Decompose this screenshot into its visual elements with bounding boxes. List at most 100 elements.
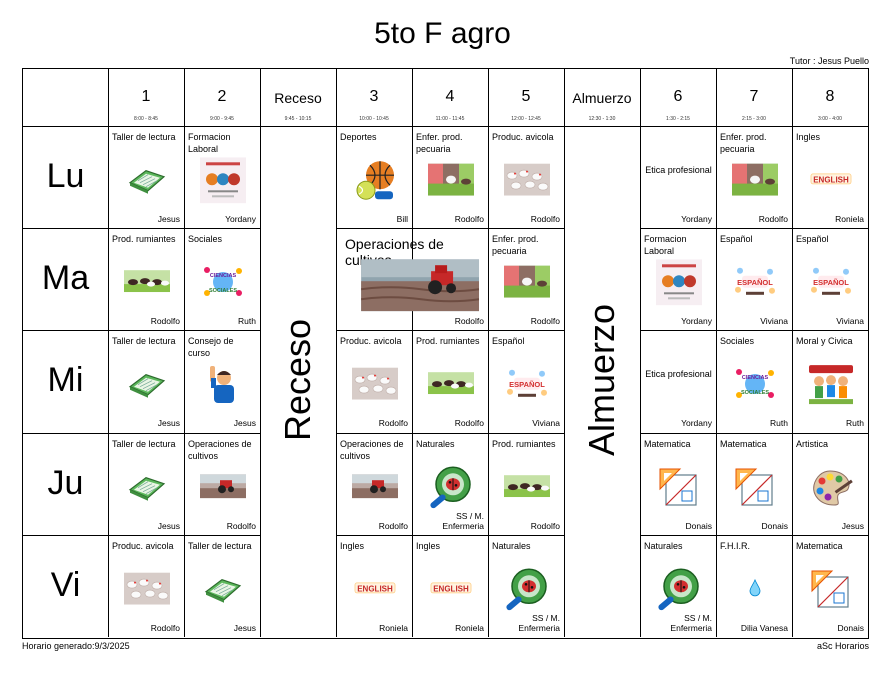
lesson-teacher: Rodolfo xyxy=(378,521,408,531)
lesson-ju-p1[interactable]: Taller de lectura Jesus xyxy=(109,434,184,535)
lesson-mi-p7[interactable]: Sociales CIENCIAS SOCIALES Ruth xyxy=(717,331,792,432)
column-header-almuerzo: Almuerzo 12:30 - 1:30 xyxy=(572,90,632,122)
lesson-ma-p5[interactable]: Enfer. prod. pecuaria Rodolfo xyxy=(489,229,564,330)
lesson-subject: Sociales xyxy=(188,234,223,244)
tractor-photo-icon xyxy=(360,258,479,311)
lesson-teacher: Rodolfo xyxy=(530,316,560,326)
lesson-subject: Naturales xyxy=(644,541,683,551)
grid-vertical-line xyxy=(716,69,717,637)
lesson-subject: Naturales xyxy=(416,439,455,449)
lesson-teacher: Donais xyxy=(837,623,864,633)
geometry-icon xyxy=(810,569,852,609)
lesson-teacher: Yordany xyxy=(225,214,256,224)
lesson-lu-p3[interactable]: Deportes Bill xyxy=(337,127,412,228)
lesson-mi-p3[interactable]: Produc. avicola Rodolfo xyxy=(337,331,412,432)
svg-text:ESPAÑOL: ESPAÑOL xyxy=(509,379,545,388)
lesson-teacher: Ruth xyxy=(238,316,256,326)
grid-horizontal-line xyxy=(336,433,564,434)
lesson-vi-p8[interactable]: Matematica Donais xyxy=(793,536,868,637)
lesson-teacher: Yordany xyxy=(681,214,712,224)
grid-horizontal-line xyxy=(23,433,260,434)
lesson-vi-p6[interactable]: Naturales SS / M. Enfermeria xyxy=(641,536,716,637)
lesson-ma-p7[interactable]: Español ESPAÑOL Viviana xyxy=(717,229,792,330)
column-header-receso: Receso 9:45 - 10:15 xyxy=(274,90,322,122)
cattle-photo-icon xyxy=(427,371,474,394)
spanish-icon: ESPAÑOL xyxy=(731,263,778,300)
grid-vertical-line xyxy=(792,69,793,637)
lesson-ju-p7[interactable]: Matematica Donais xyxy=(717,434,792,535)
lesson-teacher: Viviana xyxy=(836,316,864,326)
lesson-mi-p4[interactable]: Prod. rumiantes Rodolfo xyxy=(413,331,488,432)
lesson-mi-p5[interactable]: Español ESPAÑOL Viviana xyxy=(489,331,564,432)
lesson-lu-p2[interactable]: Formacion Laboral Yordany xyxy=(185,127,260,228)
lesson-teacher: Bill xyxy=(396,214,408,224)
english-icon: ENGLISH xyxy=(808,169,853,188)
lesson-vi-p4[interactable]: Ingles ENGLISH Roniela xyxy=(413,536,488,637)
column-header-7: 7 2:15 - 3:00 xyxy=(742,88,766,122)
lesson-lu-p1[interactable]: Taller de lectura Jesus xyxy=(109,127,184,228)
lesson-mi-p2[interactable]: Consejo de curso Jesus xyxy=(185,331,260,432)
lesson-vi-p3[interactable]: Ingles ENGLISH Roniela xyxy=(337,536,412,637)
lesson-ju-p6[interactable]: Matematica Donais xyxy=(641,434,716,535)
grid-horizontal-line xyxy=(640,228,868,229)
lesson-mi-p8[interactable]: Moral y Civica Ruth xyxy=(793,331,868,432)
lesson-subject: Matematica xyxy=(644,439,691,449)
lesson-subject: F.H.I.R. xyxy=(720,541,751,551)
lesson-ma-p6[interactable]: Formacion Laboral Yordany xyxy=(641,229,716,330)
lesson-ju-p2[interactable]: Operaciones de cultivos Rodolfo xyxy=(185,434,260,535)
poultry-photo-icon xyxy=(123,572,170,605)
lesson-teacher: Jesus xyxy=(157,214,180,224)
lesson-lu-p8[interactable]: Ingles ENGLISH Roniela xyxy=(793,127,868,228)
lesson-lu-p6[interactable]: Etica profesional Yordany xyxy=(641,127,716,228)
lesson-ju-p5[interactable]: Prod. rumiantes Rodolfo xyxy=(489,434,564,535)
english-icon: ENGLISH xyxy=(428,578,473,597)
receso-vertical-label: Receso xyxy=(277,318,318,442)
lesson-subject: Operaciones de cultivos xyxy=(188,439,252,461)
spanish-icon: ESPAÑOL xyxy=(807,263,854,300)
lesson-lu-p4[interactable]: Enfer. prod. pecuaria Rodolfo xyxy=(413,127,488,228)
lesson-subject: Prod. rumiantes xyxy=(492,439,556,449)
lesson-ma-p8[interactable]: Español ESPAÑOL Viviana xyxy=(793,229,868,330)
lesson-lu-p5[interactable]: Produc. avicola Rodolfo xyxy=(489,127,564,228)
lesson-subject: Español xyxy=(720,234,753,244)
lesson-subject: Consejo de curso xyxy=(188,336,234,358)
lesson-vi-p2[interactable]: Taller de lectura Jesus xyxy=(185,536,260,637)
lesson-ma-p2[interactable]: Sociales CIENCIAS SOCIALES Ruth xyxy=(185,229,260,330)
lesson-vi-p5[interactable]: Naturales SS / M. Enfermeria xyxy=(489,536,564,637)
kids-civics-icon xyxy=(806,362,855,405)
lesson-subject: Operaciones de cultivos xyxy=(340,439,404,461)
svg-text:ENGLISH: ENGLISH xyxy=(433,584,469,593)
lesson-subject: Taller de lectura xyxy=(188,541,252,551)
lesson-teacher: Rodolfo xyxy=(150,316,180,326)
lesson-vi-p1[interactable]: Produc. avicola Rodolfo xyxy=(109,536,184,637)
lesson-vi-p7[interactable]: F.H.I.R. Dilia Vanesa xyxy=(717,536,792,637)
social-sciences-icon: CIENCIAS SOCIALES xyxy=(731,363,778,404)
lesson-subject: Sociales xyxy=(720,336,755,346)
lesson-mi-p1[interactable]: Taller de lectura Jesus xyxy=(109,331,184,432)
lesson-teacher: Ruth xyxy=(770,418,788,428)
training-poster-icon xyxy=(655,258,702,305)
lesson-teacher: Jesus xyxy=(841,521,864,531)
lesson-subject: Artistica xyxy=(796,439,829,449)
app-brand: aSc Horarios xyxy=(816,641,869,651)
grid-horizontal-line xyxy=(640,433,868,434)
almuerzo-vertical-label: Almuerzo xyxy=(581,303,622,457)
grid-horizontal-line xyxy=(23,330,260,331)
lesson-teacher: Donais xyxy=(685,521,712,531)
lesson-mi-p6[interactable]: Etica profesional Yordany xyxy=(641,331,716,432)
lesson-ma-p1[interactable]: Prod. rumiantes Rodolfo xyxy=(109,229,184,330)
lesson-teacher: Jesus xyxy=(233,623,256,633)
lesson-subject: Produc. avicola xyxy=(492,132,554,142)
lesson-ju-p4[interactable]: Naturales SS / M. Enfermeria xyxy=(413,434,488,535)
poultry-photo-icon xyxy=(351,367,398,400)
lesson-ju-p3[interactable]: Operaciones de cultivos Rodolfo xyxy=(337,434,412,535)
lesson-ju-p8[interactable]: Artistica Jesus xyxy=(793,434,868,535)
lesson-lu-p7[interactable]: Enfer. prod. pecuaria Rodolfo xyxy=(717,127,792,228)
student-raising-hand-icon xyxy=(205,363,240,404)
geometry-icon xyxy=(658,467,700,507)
column-header-3: 3 10:00 - 10:45 xyxy=(359,88,389,122)
lesson-teacher: Roniela xyxy=(835,214,864,224)
svg-text:ENGLISH: ENGLISH xyxy=(357,584,393,593)
lesson-teacher: Rodolfo xyxy=(758,214,788,224)
